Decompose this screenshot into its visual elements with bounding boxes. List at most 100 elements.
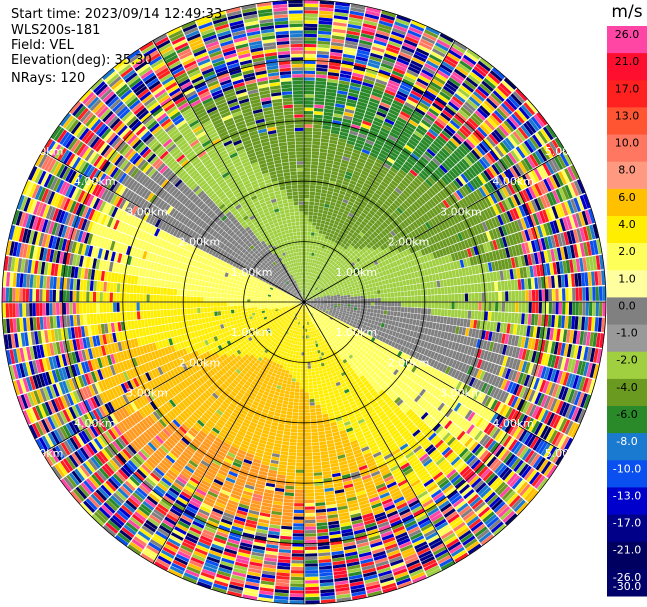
- range-gate: [410, 284, 414, 291]
- range-gate: [357, 46, 371, 53]
- range-gate: [446, 79, 459, 90]
- range-gate: [504, 312, 509, 323]
- range-gate: [328, 143, 337, 148]
- range-gate: [370, 309, 374, 313]
- range-gate: [410, 193, 419, 201]
- range-gate: [427, 308, 432, 315]
- range-gate: [370, 49, 384, 56]
- range-gate: [432, 123, 443, 132]
- range-gate: [351, 120, 362, 127]
- range-gate: [307, 231, 311, 236]
- range-gate: [404, 101, 416, 110]
- range-gate: [383, 92, 395, 100]
- range-gate: [463, 79, 477, 91]
- range-gate: [424, 202, 431, 211]
- range-gate: [398, 214, 406, 222]
- range-gate: [365, 284, 370, 289]
- range-gate: [367, 221, 374, 227]
- range-gate: [312, 245, 316, 250]
- range-gate: [317, 284, 321, 288]
- range-gate: [444, 82, 457, 93]
- range-gate: [392, 27, 407, 36]
- range-gate: [304, 198, 309, 202]
- range-gate: [388, 170, 396, 177]
- range-gate: [314, 286, 318, 290]
- range-gate: [517, 126, 529, 140]
- range-gate: [346, 98, 357, 105]
- range-gate: [473, 66, 487, 77]
- range-gate: [458, 302, 462, 310]
- range-gate: [344, 237, 349, 243]
- range-gate: [381, 280, 386, 285]
- range-gate: [394, 306, 398, 312]
- range-gate: [413, 164, 423, 172]
- range-gate: [515, 88, 528, 102]
- range-gate: [409, 116, 421, 125]
- range-gate: [332, 271, 337, 275]
- range-gate: [355, 287, 360, 291]
- range-gate: [436, 280, 441, 288]
- range-gate: [316, 182, 323, 186]
- range-gate: [332, 192, 339, 197]
- range-gate: [352, 149, 361, 155]
- range-gate: [334, 239, 339, 244]
- range-gate: [333, 188, 340, 194]
- range-gate: [356, 290, 360, 294]
- range-gate: [304, 241, 307, 245]
- range-gate: [344, 297, 348, 300]
- range-gate: [490, 92, 503, 105]
- range-gate: [434, 288, 438, 295]
- range-gate: [321, 379, 326, 384]
- range-gate: [548, 302, 552, 314]
- range-gate: [406, 207, 413, 215]
- range-gate: [418, 172, 427, 181]
- range-gate: [329, 268, 333, 272]
- range-gate: [334, 157, 342, 163]
- range-gate: [355, 197, 363, 203]
- range-gate: [361, 253, 366, 259]
- range-gate: [311, 158, 319, 162]
- range-gate: [363, 246, 369, 252]
- range-gate: [359, 129, 369, 136]
- range-gate: [323, 256, 327, 261]
- range-gate: [402, 78, 415, 87]
- range-gate: [385, 115, 396, 123]
- range-gate: [379, 101, 391, 109]
- range-gate: [377, 305, 381, 310]
- range-gate: [312, 215, 318, 220]
- range-gate: [487, 72, 501, 85]
- range-gate: [433, 281, 438, 288]
- range-gate: [446, 157, 456, 167]
- range-gate: [472, 112, 484, 124]
- range-gate: [326, 214, 332, 219]
- range-gate: [534, 314, 539, 326]
- range-gate: [377, 171, 386, 178]
- range-gate: [320, 262, 324, 266]
- range-gate: [389, 204, 396, 212]
- range-gate: [390, 306, 395, 312]
- range-gate: [376, 30, 390, 37]
- range-gate: [408, 26, 423, 35]
- range-gate: [351, 257, 356, 262]
- range-gate: [474, 129, 486, 140]
- range-gate: [521, 302, 526, 313]
- range-gate: [317, 290, 321, 293]
- range-gate: [311, 293, 315, 296]
- range-gate: [387, 207, 394, 214]
- range-gate: [378, 217, 385, 224]
- range-gate: [318, 261, 322, 266]
- range-gate: [405, 279, 410, 286]
- range-gate: [318, 285, 322, 289]
- range-gate: [347, 239, 353, 245]
- range-gate: [487, 311, 492, 321]
- range-gate: [534, 277, 539, 289]
- range-gate: [313, 239, 317, 243]
- range-gate: [479, 57, 493, 70]
- range-gate: [308, 294, 311, 298]
- range-gate: [324, 253, 329, 258]
- range-gate: [304, 107, 314, 111]
- range-gate: [368, 241, 374, 247]
- range-gate: [382, 178, 391, 185]
- range-gate: [412, 278, 417, 285]
- range-gate: [375, 228, 381, 235]
